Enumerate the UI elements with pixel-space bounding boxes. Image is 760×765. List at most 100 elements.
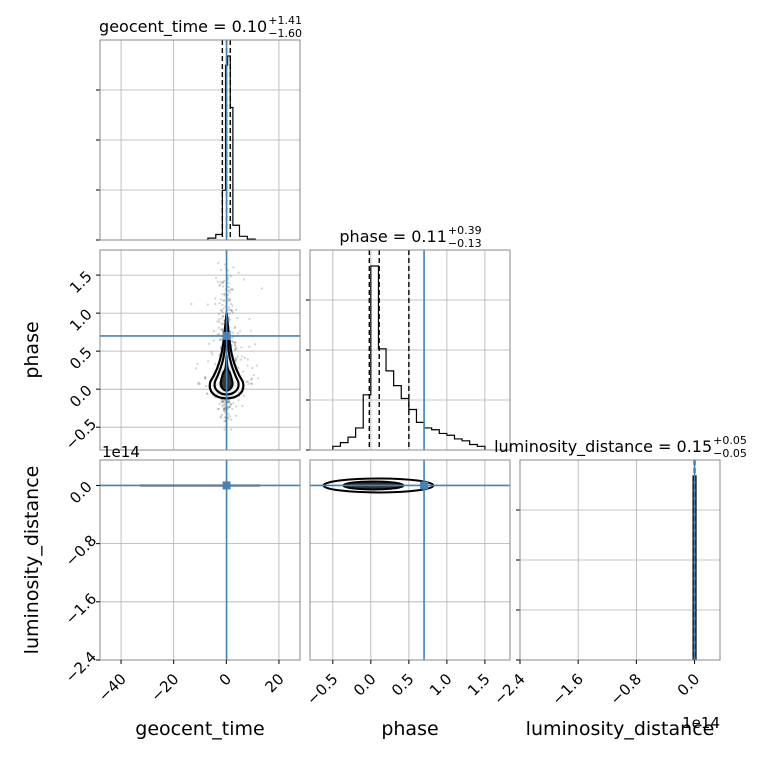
sample-point [220,400,223,403]
x-tick-label-geocent_time: −20 [147,670,182,705]
sample-point [229,297,232,301]
y-tick-label-phase: 0.0 [66,381,96,411]
truth-marker-2 [420,481,429,490]
y-axis-title-phase: phase [21,321,43,378]
sample-point [241,355,244,358]
sample-point [252,373,256,377]
sample-point [214,276,218,280]
sample-point [219,338,222,341]
y-tick-label-luminosity_distance: −1.6 [62,590,100,628]
sample-point [246,358,249,361]
sample-point [221,314,225,317]
sample-point [229,403,233,407]
sample-point [220,317,223,320]
sample-point [223,406,226,409]
marginal-panel-luminosity_distance: luminosity_distance = 0.15 +0.05−0.05 [494,434,747,661]
joint-content-2 [310,460,510,660]
sample-point [224,401,227,404]
panel-frame-phase [309,249,511,451]
sample-point [221,327,224,330]
x-tick-label-geocent_time: 20 [261,670,287,696]
sample-point [231,288,234,291]
x-tick-label-phase: −0.5 [303,670,341,708]
sample-point [223,292,226,295]
sample-point [220,338,223,341]
sample-point [230,428,233,431]
sample-point [219,416,222,419]
sample-point [237,366,240,370]
sample-point [228,299,231,302]
sample-point [222,285,225,288]
sample-point [227,412,230,416]
sample-point [220,309,223,312]
sample-point [221,281,224,285]
sample-point [229,288,232,291]
truth-marker-0 [222,331,231,340]
sample-point [248,345,251,348]
sample-point [217,407,221,411]
y-tick-label-phase: 1.5 [66,267,96,297]
sample-point [218,402,221,406]
sample-point [224,248,226,250]
panel-title-main: geocent_time = 0.10 [99,17,267,37]
sample-point [227,274,230,277]
sample-point [222,404,225,407]
marginal-panel-geocent_time: geocent_time = 0.10 +1.41−1.60 [96,14,302,241]
sample-point [226,401,230,404]
y-tick-label-luminosity_distance: 0.0 [66,478,96,508]
sample-point [227,400,230,403]
sample-point [210,351,213,354]
joint-panel-geocent_time-phase [99,248,301,451]
sample-point [227,298,231,302]
sample-point [229,403,232,406]
sample-point [223,299,226,302]
sample-point [229,275,233,278]
sample-point [198,382,201,386]
sample-point [234,348,237,351]
sample-point [248,318,251,321]
sample-point [197,382,200,386]
sample-point [250,382,254,385]
x-tick-label-phase: 0.0 [350,670,380,700]
sample-point [231,407,234,411]
sample-point [230,340,233,343]
sample-point [228,318,232,321]
sample-point [222,307,225,310]
sample-point [234,357,237,360]
sample-point [221,292,224,296]
histogram-geocent_time [207,55,256,240]
y-tick-label-luminosity_distance: −2.4 [62,648,100,686]
sample-point [228,312,231,315]
sample-point [260,287,263,290]
sample-point [221,304,224,307]
sample-point [239,358,242,361]
sample-point [235,347,238,350]
sample-point [243,356,247,360]
sample-point [219,415,222,418]
x-tick-label-geocent_time: −40 [95,670,130,705]
sample-point [234,360,237,363]
x-axis-title-geocent_time: geocent_time [135,718,264,740]
sample-point [190,302,193,306]
y-axis-title-luminosity_distance: luminosity_distance [21,466,43,655]
sample-point [206,392,209,395]
sample-point [233,344,236,347]
sample-point [229,309,232,312]
sample-point [204,377,207,380]
sample-point [218,284,221,287]
sample-point [221,311,224,314]
sample-point [217,261,220,265]
panel-title-luminosity_distance: luminosity_distance = 0.15 +0.05−0.05 [494,434,747,460]
panel-frame-2 [309,459,511,661]
panel-title-sup: +0.39 [448,224,482,237]
sample-point [217,326,220,329]
sample-point [222,408,225,411]
sample-point [233,341,236,344]
sample-point [229,330,232,333]
sample-point [223,416,226,419]
sample-point [221,328,224,331]
sample-point [206,303,209,306]
sample-point [223,279,226,283]
sample-point [231,304,234,307]
sample-point [228,308,231,311]
